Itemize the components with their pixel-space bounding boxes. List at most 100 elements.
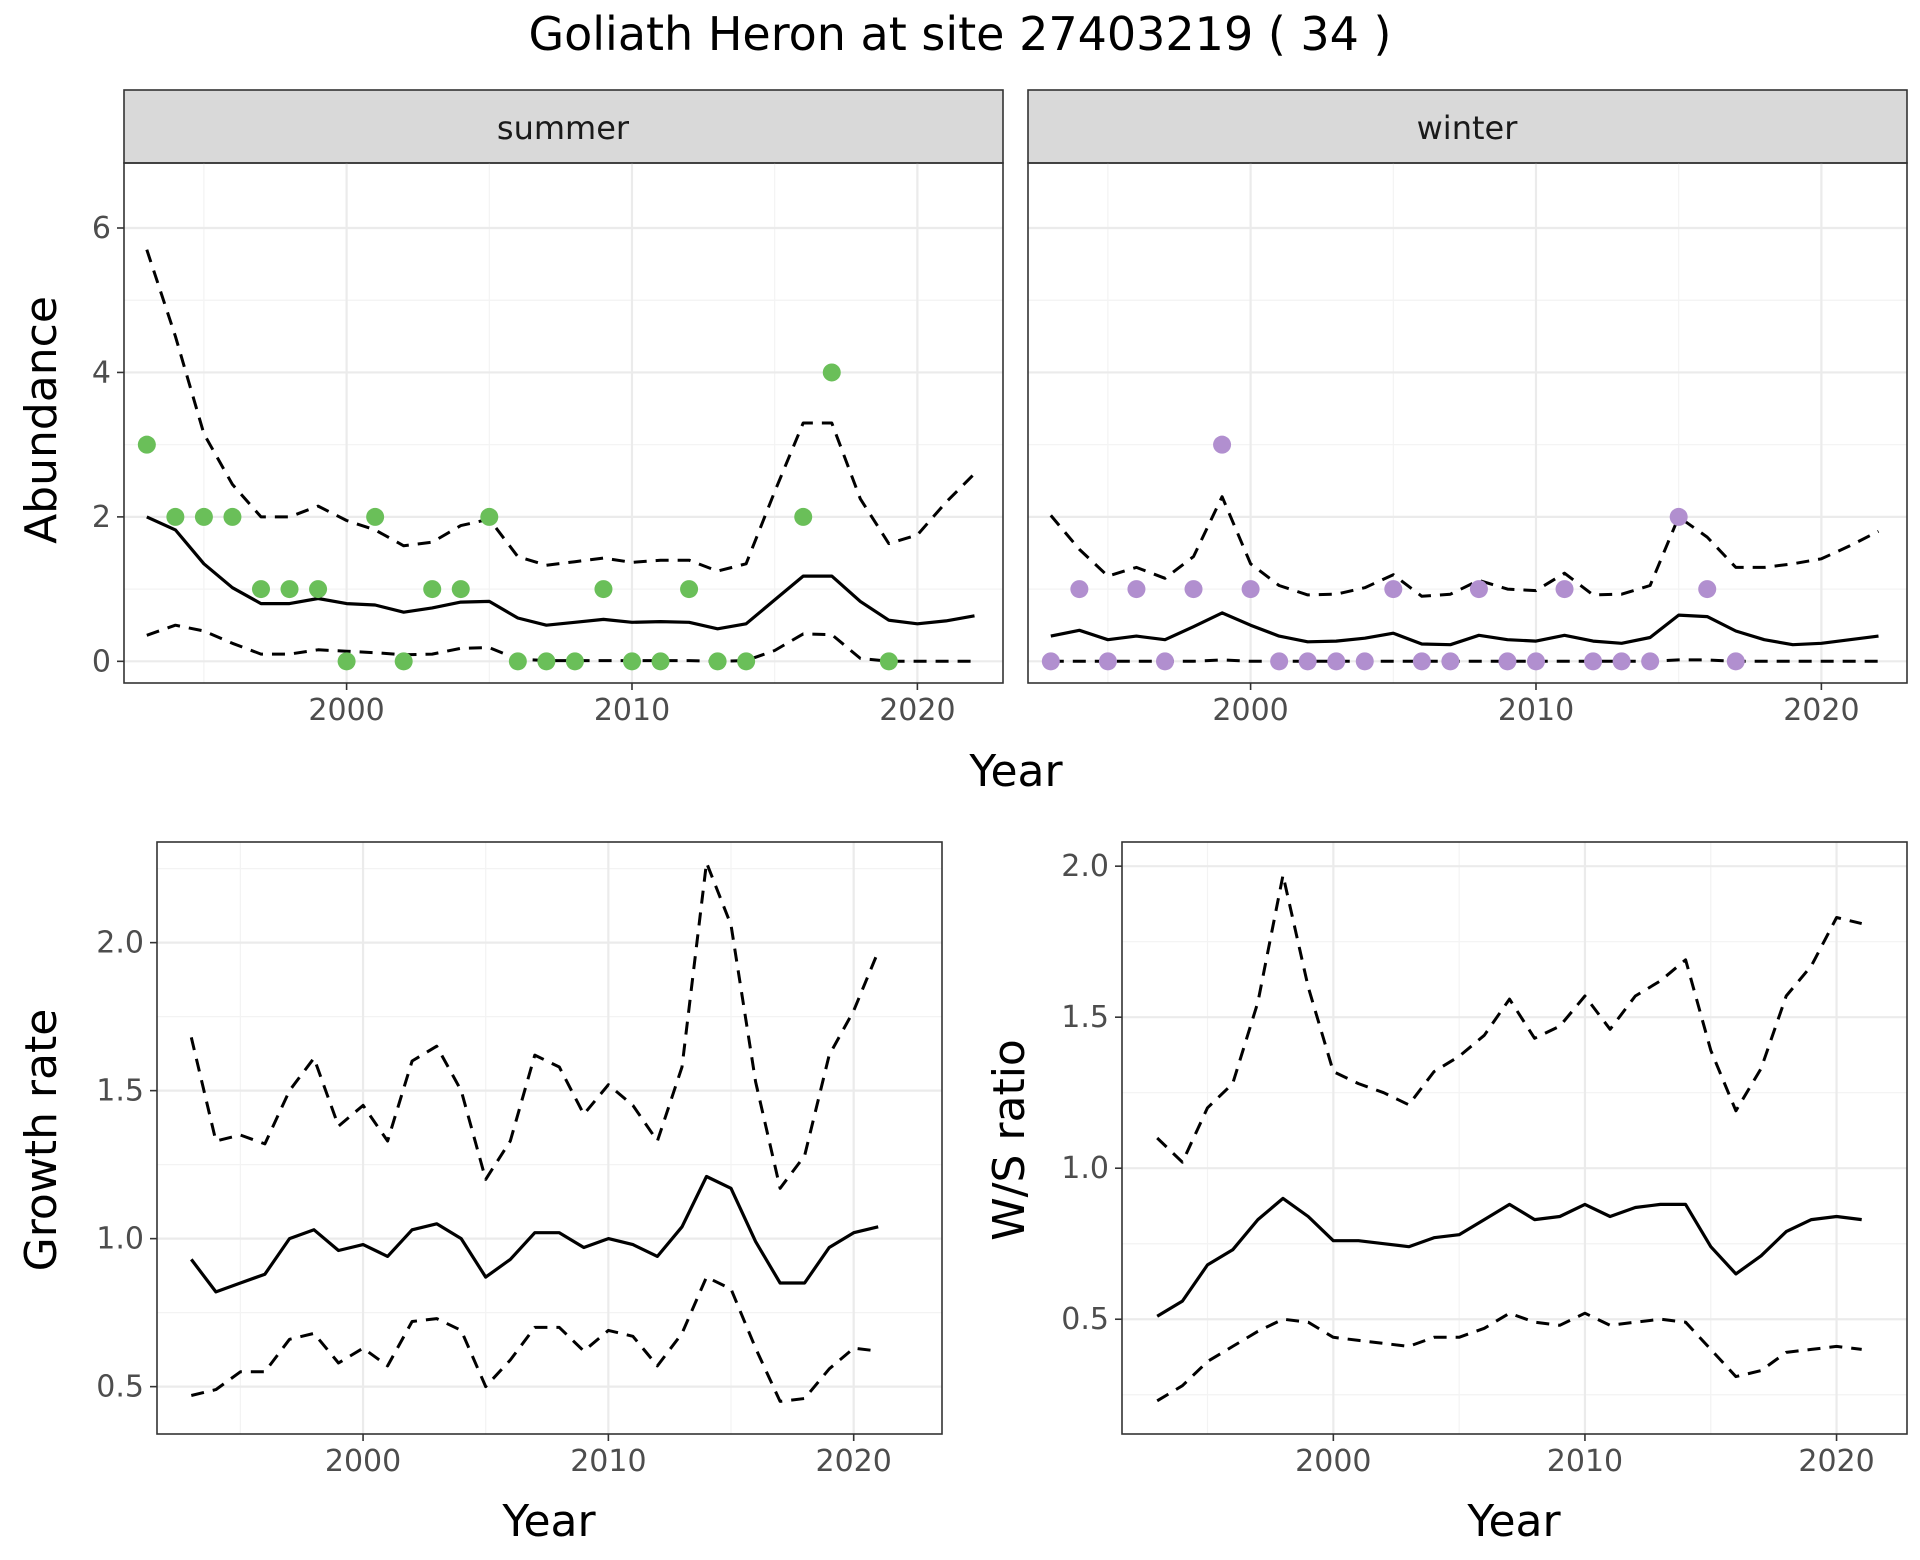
ws-ratio-y-tick-label: 1.0 xyxy=(1061,1151,1109,1186)
summer-y-tick-label: 4 xyxy=(92,355,111,390)
summer-observed-point xyxy=(508,652,527,671)
winter-observed-point xyxy=(1555,580,1574,599)
growth-chart: Growth rate Year 2000 2010 2020 0.5 1.0 1.5 2.… xyxy=(16,841,943,1547)
summer-upper-bound-line xyxy=(145,249,976,573)
summer-strip-label: summer xyxy=(497,109,630,147)
winter-x-tick-label: 2000 xyxy=(1212,693,1288,728)
growth-panel-border xyxy=(156,841,943,1435)
winter-x-tick-label: 2010 xyxy=(1498,693,1574,728)
growth-x-axis-title: Year xyxy=(501,1496,596,1547)
summer-facet: summer 2000 2010 2020 0 2 4 6 xyxy=(92,89,1004,728)
figure-title: Goliath Heron at site 27403219 ( 34 ) xyxy=(528,7,1391,61)
abundance-y-axis-title: Abundance xyxy=(16,296,67,544)
ws-ratio-panel-border xyxy=(1121,841,1908,1435)
summer-observed-point xyxy=(594,580,613,599)
winter-observed-point xyxy=(1584,652,1603,671)
winter-strip-label: winter xyxy=(1417,109,1519,147)
summer-observed-point xyxy=(309,580,328,599)
summer-plot-area: 2000 2010 2020 0 2 4 6 xyxy=(92,162,1004,728)
ws-ratio-estimate-line xyxy=(1156,1196,1862,1318)
winter-estimate-line xyxy=(1050,611,1879,647)
summer-observed-point xyxy=(451,580,470,599)
growth-plot-area: 2000 2010 2020 0.5 1.0 1.5 2.0 xyxy=(96,841,943,1479)
summer-observed-point xyxy=(194,507,213,526)
growth-y-tick-label: 2.0 xyxy=(96,926,144,961)
winter-plot-area: 2000 2010 2020 xyxy=(1027,162,1908,728)
winter-observed-point xyxy=(1184,580,1203,599)
growth-y-tick-label: 1.5 xyxy=(96,1074,144,1109)
winter-observed-point xyxy=(1270,652,1289,671)
summer-observed-point xyxy=(366,507,385,526)
summer-panel-border xyxy=(123,162,1004,684)
summer-observed-point xyxy=(423,580,442,599)
winter-observed-point xyxy=(1726,652,1745,671)
winter-upper-bound-line xyxy=(1049,495,1880,598)
winter-observed-point xyxy=(1441,652,1460,671)
growth-estimate-line xyxy=(190,1174,879,1294)
summer-observed-point xyxy=(651,652,670,671)
ws-ratio-x-tick-label: 2020 xyxy=(1798,1444,1874,1479)
summer-observed-point xyxy=(737,652,756,671)
growth-lower-bound-line xyxy=(190,1275,879,1403)
summer-strip xyxy=(123,89,1004,164)
summer-observed-point xyxy=(251,580,270,599)
summer-observed-point xyxy=(280,580,299,599)
winter-observed-point xyxy=(1355,652,1374,671)
ws-ratio-y-axis-title: W/S ratio xyxy=(984,1039,1035,1241)
winter-observed-point xyxy=(1384,580,1403,599)
summer-observed-point xyxy=(708,652,727,671)
winter-observed-point xyxy=(1070,580,1089,599)
growth-x-tick-label: 2010 xyxy=(570,1444,646,1479)
ws-ratio-lower-bound-line xyxy=(1156,1311,1862,1403)
winter-observed-point xyxy=(1127,580,1146,599)
winter-observed-point xyxy=(1641,652,1660,671)
summer-observed-point xyxy=(394,652,413,671)
abundance-chart: Abundance Year summer 2000 2010 2020 0 2 4 6 w… xyxy=(16,89,1908,797)
growth-y-axis-title: Growth rate xyxy=(16,1009,67,1272)
summer-observed-point xyxy=(622,652,641,671)
summer-y-tick-label: 6 xyxy=(92,211,111,246)
growth-x-tick-label: 2000 xyxy=(325,1444,401,1479)
summer-observed-point xyxy=(166,507,185,526)
summer-observed-point xyxy=(879,652,898,671)
winter-observed-point xyxy=(1669,507,1688,526)
abundance-x-axis-title: Year xyxy=(968,746,1063,797)
ws-ratio-plot-area: 2000 2010 2020 0.5 1.0 1.5 2.0 xyxy=(1061,841,1908,1479)
ws-ratio-chart: W/S ratio Year 2000 2010 2020 0.5 1.0 1.5 2.0 xyxy=(984,841,1908,1547)
summer-observed-point xyxy=(822,363,841,382)
summer-observed-point xyxy=(480,507,499,526)
winter-panel-border xyxy=(1027,162,1908,684)
ws-ratio-x-tick-label: 2010 xyxy=(1547,1444,1623,1479)
summer-observed-point xyxy=(794,507,813,526)
summer-x-tick-label: 2010 xyxy=(594,693,670,728)
summer-y-tick-label: 0 xyxy=(92,644,111,679)
winter-observed-point xyxy=(1213,435,1232,454)
summer-observed-point xyxy=(223,507,242,526)
growth-upper-bound-line xyxy=(189,861,880,1190)
growth-y-tick-label: 0.5 xyxy=(96,1370,144,1405)
winter-observed-point xyxy=(1526,652,1545,671)
summer-estimate-line xyxy=(146,515,975,631)
winter-observed-point xyxy=(1298,652,1317,671)
ws-ratio-y-tick-label: 0.5 xyxy=(1061,1302,1109,1337)
summer-y-tick-label: 2 xyxy=(92,500,111,535)
winter-observed-point xyxy=(1412,652,1431,671)
winter-x-tick-label: 2020 xyxy=(1783,693,1859,728)
summer-lower-bound-line xyxy=(146,623,975,663)
summer-observed-point xyxy=(680,580,699,599)
ws-ratio-upper-bound-line xyxy=(1156,873,1863,1164)
winter-observed-point xyxy=(1241,580,1260,599)
ws-ratio-y-tick-label: 1.5 xyxy=(1061,1000,1109,1035)
winter-observed-point xyxy=(1041,652,1060,671)
winter-observed-point xyxy=(1098,652,1117,671)
winter-facet: winter 2000 2010 2020 xyxy=(1027,89,1908,728)
summer-observed-point xyxy=(565,652,584,671)
summer-observed-point xyxy=(337,652,356,671)
winter-observed-point xyxy=(1469,580,1488,599)
winter-observed-point xyxy=(1698,580,1717,599)
summer-observed-point xyxy=(537,652,556,671)
summer-x-tick-label: 2000 xyxy=(308,693,384,728)
winter-observed-point xyxy=(1155,652,1174,671)
winter-observed-point xyxy=(1327,652,1346,671)
ws-ratio-y-tick-label: 2.0 xyxy=(1061,849,1109,884)
